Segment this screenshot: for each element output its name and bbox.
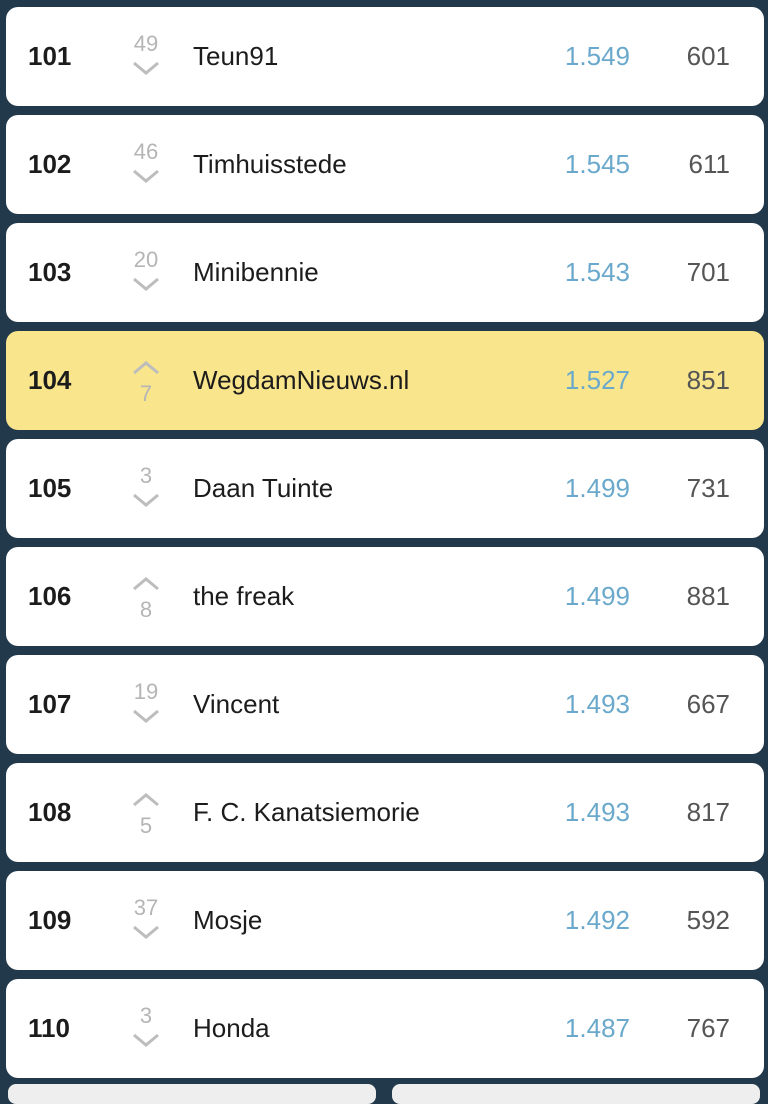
player-name: the freak <box>193 581 295 611</box>
rank: 104 <box>28 365 72 395</box>
player-name: F. C. Kanatsiemorie <box>193 797 420 827</box>
chevron-down-icon <box>133 709 159 723</box>
rank: 101 <box>28 41 72 71</box>
points: 701 <box>686 257 730 287</box>
rank-change: 37 <box>126 871 166 970</box>
points: 601 <box>686 41 730 71</box>
chevron-down-icon <box>133 493 159 507</box>
chevron-down-icon <box>133 169 159 183</box>
rank-change: 7 <box>126 331 166 430</box>
rank-change-value: 49 <box>133 31 159 56</box>
player-name: Timhuisstede <box>193 149 347 179</box>
rank: 105 <box>28 473 72 503</box>
rank-change: 8 <box>126 547 166 646</box>
player-name: Daan Tuinte <box>193 473 334 503</box>
rank: 110 <box>28 1013 70 1043</box>
score: 1.492 <box>564 905 630 935</box>
points: 611 <box>688 149 730 179</box>
chevron-down-icon <box>133 277 159 291</box>
player-name: Mosje <box>193 905 263 935</box>
points: 592 <box>686 905 730 935</box>
player-name: Honda <box>193 1013 270 1043</box>
table-row[interactable]: 108 5 F. C. Kanatsiemorie 1.493 817 <box>6 763 764 862</box>
score: 1.527 <box>564 365 630 395</box>
player-name: Teun91 <box>193 41 279 71</box>
chevron-up-icon <box>133 361 159 375</box>
rank-change: 49 <box>126 7 166 106</box>
table-row[interactable]: 110 3 Honda 1.487 767 <box>6 979 764 1078</box>
points: 881 <box>686 581 730 611</box>
rank-change-value: 3 <box>139 1003 153 1028</box>
score: 1.543 <box>564 257 630 287</box>
rank-change-value: 20 <box>133 247 159 272</box>
rank-change: 20 <box>126 223 166 322</box>
rank: 107 <box>28 689 72 719</box>
table-row[interactable]: 105 3 Daan Tuinte 1.499 731 <box>6 439 764 538</box>
rank-change: 19 <box>126 655 166 754</box>
table-row[interactable]: 106 8 the freak 1.499 881 <box>6 547 764 646</box>
rank: 103 <box>28 257 72 287</box>
leaderboard-list: 101 49 Teun91 1.549 601 102 46 Timhuisste… <box>6 7 764 1087</box>
rank-change: 3 <box>126 979 166 1078</box>
score: 1.493 <box>564 689 630 719</box>
chevron-up-icon <box>133 793 159 807</box>
score: 1.545 <box>564 149 630 179</box>
player-name: Minibennie <box>193 257 319 287</box>
rank: 106 <box>28 581 72 611</box>
player-name: Vincent <box>193 689 280 719</box>
table-row[interactable]: 109 37 Mosje 1.492 592 <box>6 871 764 970</box>
table-row[interactable]: 102 46 Timhuisstede 1.545 611 <box>6 115 764 214</box>
bottom-button-left[interactable] <box>8 1084 376 1104</box>
score: 1.487 <box>564 1013 630 1043</box>
chevron-up-icon <box>133 577 159 591</box>
rank-change-value: 3 <box>139 463 153 488</box>
points: 731 <box>686 473 730 503</box>
table-row[interactable]: 107 19 Vincent 1.493 667 <box>6 655 764 754</box>
points: 767 <box>686 1013 730 1043</box>
rank-change-value: 7 <box>139 381 153 406</box>
score: 1.499 <box>564 473 630 503</box>
score: 1.493 <box>564 797 630 827</box>
rank: 108 <box>28 797 72 827</box>
rank: 102 <box>28 149 72 179</box>
player-name: WegdamNieuws.nl <box>193 365 410 395</box>
chevron-down-icon <box>133 1033 159 1047</box>
rank-change: 46 <box>126 115 166 214</box>
points: 667 <box>686 689 730 719</box>
table-row[interactable]: 103 20 Minibennie 1.543 701 <box>6 223 764 322</box>
rank-change-value: 37 <box>133 895 159 920</box>
table-row[interactable]: 104 7 WegdamNieuws.nl 1.527 851 <box>6 331 764 430</box>
rank-change: 3 <box>126 439 166 538</box>
rank-change-value: 8 <box>139 597 153 622</box>
score: 1.499 <box>564 581 630 611</box>
rank: 109 <box>28 905 72 935</box>
rank-change-value: 46 <box>133 139 159 164</box>
points: 851 <box>686 365 730 395</box>
rank-change-value: 5 <box>139 813 153 838</box>
chevron-down-icon <box>133 925 159 939</box>
rank-change: 5 <box>126 763 166 862</box>
chevron-down-icon <box>133 61 159 75</box>
points: 817 <box>686 797 730 827</box>
score: 1.549 <box>564 41 630 71</box>
rank-change-value: 19 <box>133 679 159 704</box>
bottom-button-right[interactable] <box>392 1084 760 1104</box>
table-row[interactable]: 101 49 Teun91 1.549 601 <box>6 7 764 106</box>
